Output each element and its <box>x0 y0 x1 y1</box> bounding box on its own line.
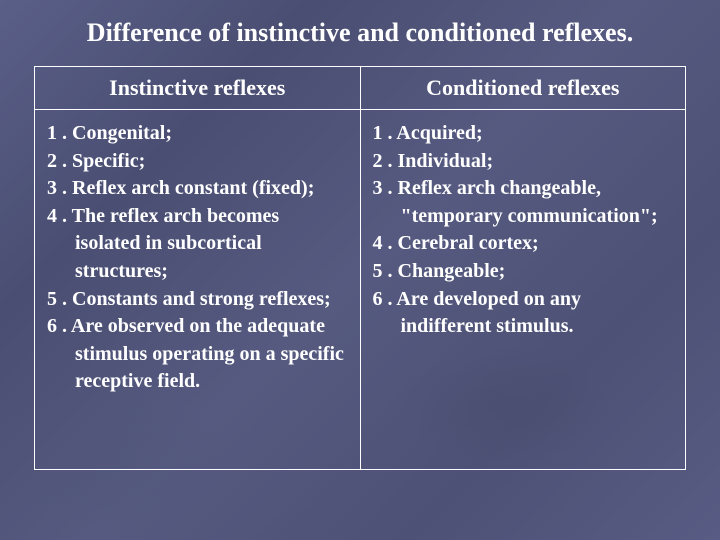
column-body-left: 1 . Congenital; 2 . Specific; 3 . Reflex… <box>35 109 360 469</box>
list-item: 5 . Changeable; <box>373 258 676 286</box>
list-item: 2 . Specific; <box>47 148 350 176</box>
list-item: 1 . Congenital; <box>47 120 350 148</box>
table-header-row: Instinctive reflexes Conditioned reflexe… <box>35 67 685 109</box>
column-body-right: 1 . Acquired; 2 . Individual; 3 . Reflex… <box>360 109 686 469</box>
list-item: 4 . The reflex arch becomes isolated in … <box>47 203 350 286</box>
table-body-row: 1 . Congenital; 2 . Specific; 3 . Reflex… <box>35 109 685 469</box>
column-header-left: Instinctive reflexes <box>35 67 360 109</box>
list-item: 5 . Constants and strong reflexes; <box>47 286 350 314</box>
list-item: 4 . Cerebral cortex; <box>373 230 676 258</box>
list-item: 1 . Acquired; <box>373 120 676 148</box>
list-item: 6 . Are observed on the adequate stimulu… <box>47 313 350 396</box>
slide-content: Difference of instinctive and conditione… <box>0 0 720 470</box>
comparison-table: Instinctive reflexes Conditioned reflexe… <box>34 66 686 470</box>
list-item: 3 . Reflex arch constant (fixed); <box>47 175 350 203</box>
list-item: 6 . Are developed on any indifferent sti… <box>373 286 676 341</box>
list-item: 2 . Individual; <box>373 148 676 176</box>
slide-title: Difference of instinctive and conditione… <box>34 18 686 48</box>
column-header-right: Conditioned reflexes <box>360 67 686 109</box>
list-item: 3 . Reflex arch changeable, "temporary c… <box>373 175 676 230</box>
